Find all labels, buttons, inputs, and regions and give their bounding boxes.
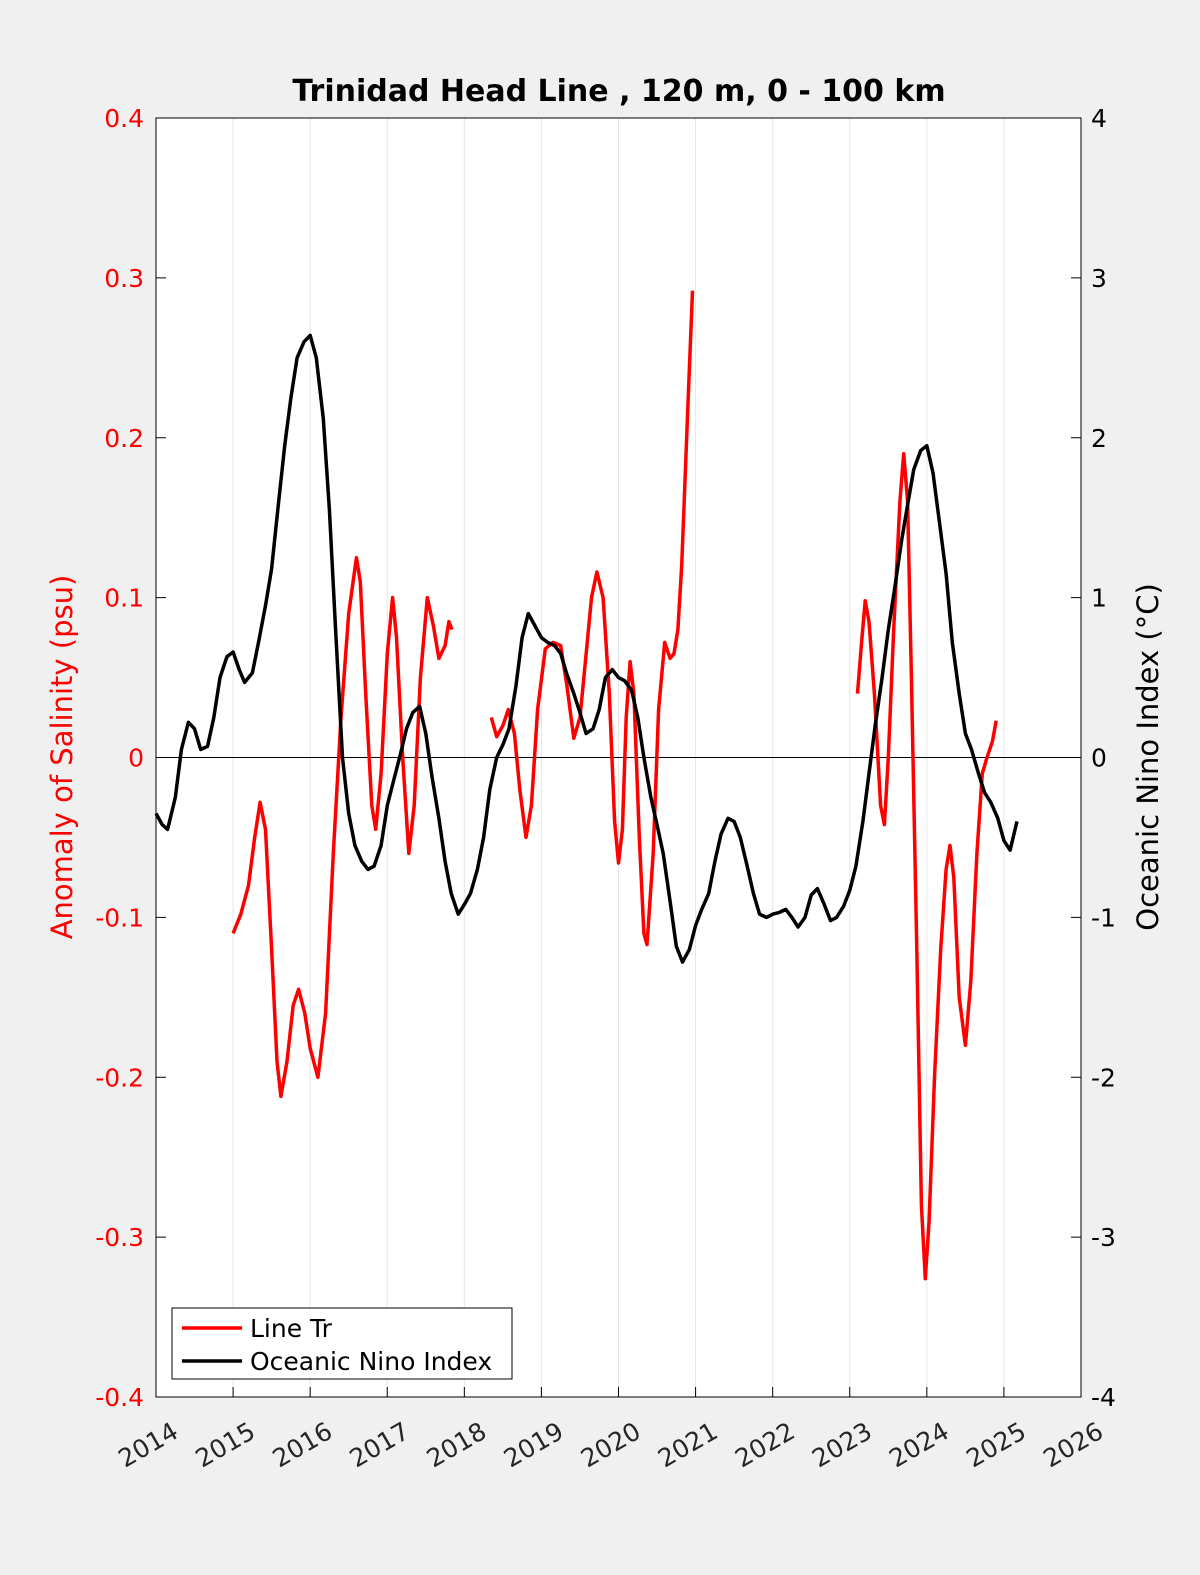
legend-label-line-tr: Line Tr xyxy=(250,1314,333,1343)
oni-series-segment-0 xyxy=(154,333,1019,964)
legend: Line Tr Oceanic Nino Index xyxy=(171,1307,513,1380)
legend-label-oni: Oceanic Nino Index xyxy=(250,1347,492,1376)
y-left-tick-label: 0.2 xyxy=(104,424,144,453)
y-right-tick-label: -1 xyxy=(1091,903,1116,932)
line-tr-series-segment-1 xyxy=(489,290,695,947)
y-right-tick-label: 1 xyxy=(1091,584,1107,613)
y-right-tick-label: -4 xyxy=(1091,1383,1116,1412)
y-right-tick-label: 2 xyxy=(1091,424,1107,453)
line-tr-series-segment-0 xyxy=(231,555,454,1099)
y-axis-right-label: Oceanic Nino Index (°C) xyxy=(1131,583,1165,931)
y-axis-right: -4 -3 -2 -1 0 1 2 3 4 xyxy=(1071,104,1116,1412)
y-left-tick-label: 0.3 xyxy=(104,264,144,293)
y-left-tick-label: 0.4 xyxy=(104,104,144,133)
y-left-tick-label: 0 xyxy=(128,744,144,773)
y-left-tick-label: 0.1 xyxy=(104,584,144,613)
y-left-tick-label: -0.1 xyxy=(95,903,144,932)
y-right-tick-label: -3 xyxy=(1091,1223,1116,1252)
y-axis-left: -0.4 -0.3 -0.2 -0.1 0 0.1 0.2 0.3 0.4 xyxy=(95,104,166,1412)
y-left-tick-label: -0.2 xyxy=(95,1063,144,1092)
y-right-tick-label: -2 xyxy=(1091,1063,1116,1092)
legend-box xyxy=(171,1307,513,1380)
y-left-tick-label: -0.3 xyxy=(95,1223,144,1252)
y-right-tick-label: 0 xyxy=(1091,744,1107,773)
y-right-tick-label: 4 xyxy=(1091,104,1107,133)
y-right-tick-label: 3 xyxy=(1091,264,1107,293)
line-tr-series-segment-2 xyxy=(855,451,998,1281)
y-axis-left-label: Anomaly of Salinity (psu) xyxy=(45,575,79,940)
chart-title: Trinidad Head Line , 120 m, 0 - 100 km xyxy=(292,74,945,109)
series-lines xyxy=(154,290,1019,1281)
y-left-tick-label: -0.4 xyxy=(95,1383,144,1412)
